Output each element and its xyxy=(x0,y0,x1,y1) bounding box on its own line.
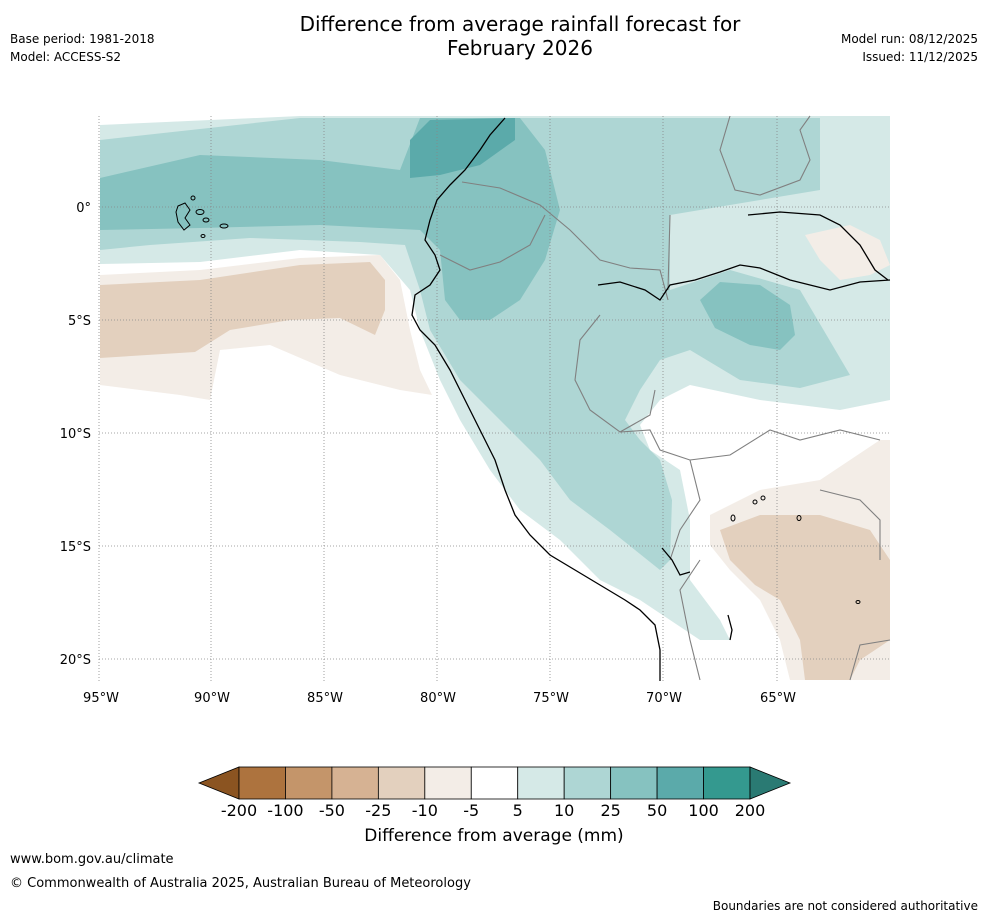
colorbar-bin xyxy=(703,766,751,800)
colorbar-extend-low xyxy=(197,766,240,800)
colorbar-tick-label: 10 xyxy=(554,801,574,820)
anomaly-region-teal-100 xyxy=(410,118,515,178)
colorbar-bin xyxy=(610,766,658,800)
colorbar-tick-label: 200 xyxy=(735,801,766,820)
graticule xyxy=(98,116,890,681)
lon-tick-label: 80°W xyxy=(420,691,456,706)
colorbar-bin xyxy=(563,766,612,800)
title-line-1: Difference from average rainfall forecas… xyxy=(299,12,741,36)
header-left: Base period: 1981-2018 Model: ACCESS-S2 xyxy=(10,30,155,66)
colorbar-tick-label: -100 xyxy=(267,801,303,820)
lon-tick-label: 85°W xyxy=(307,691,343,706)
lon-tick-label: 70°W xyxy=(646,691,682,706)
model-text: Model: ACCESS-S2 xyxy=(10,50,122,64)
colorbar-tick-label: 50 xyxy=(647,801,667,820)
colorbar-tick-label: 100 xyxy=(688,801,719,820)
colorbar-bin xyxy=(377,766,426,800)
colorbar-bin xyxy=(285,766,333,800)
lon-tick-label: 95°W xyxy=(83,691,119,706)
lat-tick-label: 20°S xyxy=(60,653,91,668)
colorbar-bin xyxy=(470,766,519,800)
colorbar-tick-label: -5 xyxy=(463,801,479,820)
coastline xyxy=(411,117,891,681)
footer-url[interactable]: www.bom.gov.au/climate xyxy=(10,852,174,867)
colorbar-bin xyxy=(424,766,472,800)
colorbar-tick-label: -10 xyxy=(412,801,438,820)
lat-tick-label: 5°S xyxy=(68,314,91,329)
header-right: Model run: 08/12/2025 Issued: 11/12/2025 xyxy=(841,30,978,66)
colorbar-tick-label: 25 xyxy=(600,801,620,820)
title-line-2: February 2026 xyxy=(447,36,593,60)
colorbar-tick-label: -200 xyxy=(221,801,257,820)
anomaly-region-teal-50-east xyxy=(700,282,795,350)
lat-tick-label: 0° xyxy=(76,201,91,216)
anomaly-region-brown-25-west xyxy=(100,262,385,358)
page-title: Difference from average rainfall forecas… xyxy=(220,12,820,60)
colorbar-bin xyxy=(238,766,286,800)
map-panel xyxy=(98,115,891,681)
colorbar-tick-label: -25 xyxy=(365,801,391,820)
footer-copyright: © Commonwealth of Australia 2025, Austra… xyxy=(10,876,471,891)
colorbar-bin xyxy=(331,766,379,800)
colorbar-bin xyxy=(656,766,704,800)
galapagos-islands xyxy=(175,195,229,238)
lon-tick-label: 75°W xyxy=(533,691,569,706)
colorbar-label: Difference from average (mm) xyxy=(364,826,624,846)
colorbar-bin xyxy=(517,766,565,800)
anomaly-region-teal-25 xyxy=(100,118,850,570)
lon-tick-label: 65°W xyxy=(760,691,796,706)
colorbar-tick-label: -50 xyxy=(319,801,345,820)
footer-disclaimer: Boundaries are not considered authoritat… xyxy=(712,899,978,913)
lat-tick-label: 15°S xyxy=(60,540,91,555)
lat-tick-label: 10°S xyxy=(60,427,91,442)
lon-tick-label: 90°W xyxy=(194,691,230,706)
base-period-text: Base period: 1981-2018 xyxy=(10,32,155,46)
model-run-text: Model run: 08/12/2025 xyxy=(840,32,978,46)
anomaly-region-brown-10-north xyxy=(805,225,890,280)
colorbar-extend-high xyxy=(749,766,792,800)
colorbar: -200 -100 -50 -25 -10 -5 5 10 25 50 100 200 xyxy=(197,766,792,820)
axis-labels: 95°W 90°W 85°W 80°W 75°W 70°W 65°W 0° 5°… xyxy=(60,201,796,706)
lakes xyxy=(730,495,861,604)
country-borders xyxy=(439,115,891,681)
colorbar-tick-label: 5 xyxy=(513,801,523,820)
anomaly-region-brown-25-southeast xyxy=(720,515,890,680)
issued-text: Issued: 11/12/2025 xyxy=(862,50,978,64)
